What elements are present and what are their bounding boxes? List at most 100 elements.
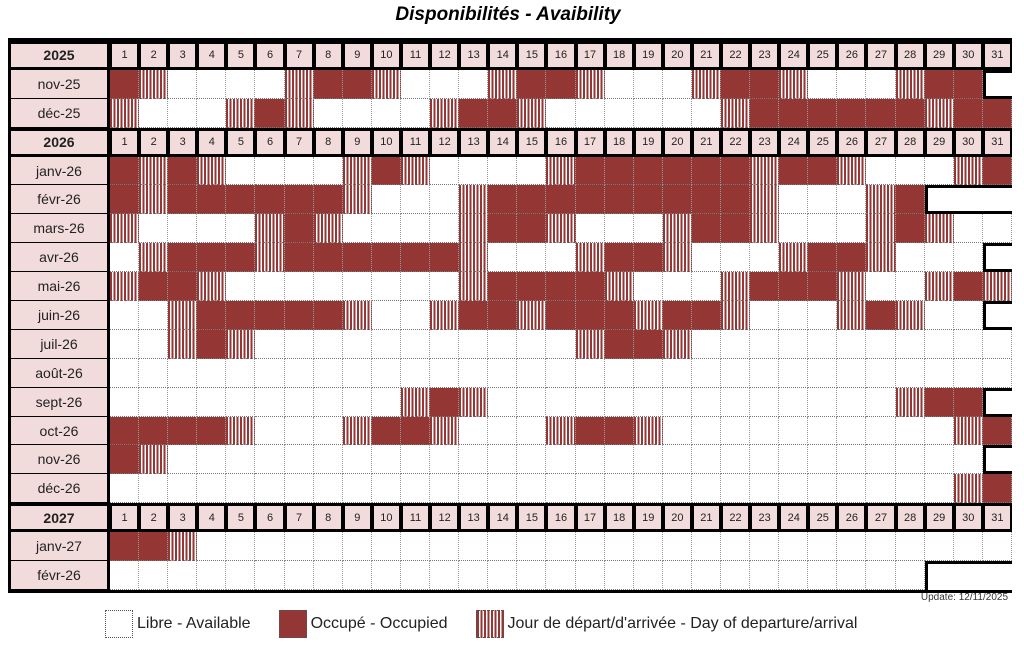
day-cell-free — [139, 561, 169, 590]
day-cell-occupied — [313, 185, 343, 215]
day-cell-free — [720, 329, 751, 359]
day-cell-occupied — [720, 214, 751, 244]
day-cell-free — [779, 185, 809, 215]
day-cell-free — [895, 532, 925, 562]
day-cell-free — [197, 214, 227, 244]
legend-item-departure-arrival: Jour de départ/d'arrivée - Day of depart… — [475, 610, 857, 638]
day-cell-occupied — [110, 532, 140, 562]
day-cell-occupied — [517, 214, 547, 244]
day-cell-free — [604, 98, 634, 128]
day-cell-occupied — [604, 243, 634, 273]
day-cell-departure-arrival — [168, 329, 198, 359]
day-cell-departure-arrival — [779, 243, 809, 273]
day-cell-free — [837, 561, 867, 590]
day-cell-free — [546, 243, 576, 273]
day-cell-departure-arrival — [604, 272, 634, 302]
day-cell-free — [488, 474, 518, 504]
day-cell-occupied — [720, 156, 751, 186]
day-cell-free — [546, 445, 576, 475]
day-cell-occupied — [168, 185, 198, 215]
day-cell-free — [313, 329, 343, 359]
day-cell-free — [575, 474, 605, 504]
day-cell-occupied — [168, 243, 198, 273]
day-cell-free — [866, 156, 896, 186]
day-cell-departure-arrival — [139, 185, 169, 215]
day-number-header: 4 — [197, 127, 227, 157]
day-cell-departure-arrival — [255, 214, 285, 244]
day-cell-free — [866, 474, 896, 504]
day-cell-departure-arrival — [110, 272, 140, 302]
day-cell-occupied — [953, 69, 983, 99]
day-cell-occupied — [517, 272, 547, 302]
day-cell-occupied — [313, 301, 343, 330]
day-cell-free — [400, 358, 431, 388]
day-cell-occupied — [400, 243, 431, 273]
day-cell-occupied — [662, 156, 692, 186]
day-cell-departure-arrival — [895, 69, 925, 99]
day-cell-free — [866, 445, 896, 475]
day-cell-free — [691, 416, 721, 446]
day-cell-free — [779, 301, 809, 330]
day-cell-free — [924, 445, 954, 475]
day-cell-free — [226, 272, 256, 302]
day-cell-departure-arrival — [662, 214, 692, 244]
day-cell-occupied — [953, 98, 983, 128]
day-cell-free — [400, 445, 431, 475]
day-cell-occupied — [604, 301, 634, 330]
day-cell-free — [691, 474, 721, 504]
day-cell-departure-arrival — [400, 387, 431, 417]
day-cell-free — [837, 185, 867, 215]
free-swatch-icon — [105, 610, 133, 638]
day-number-header: 14 — [488, 503, 518, 533]
day-cell-free — [982, 358, 1012, 388]
day-cell-departure-arrival — [924, 272, 954, 302]
day-cell-occupied — [750, 98, 780, 128]
day-cell-free — [924, 329, 954, 359]
day-cell-free — [400, 214, 431, 244]
day-cell-occupied — [342, 243, 372, 273]
day-cell-occupied — [284, 243, 314, 273]
legend-label: Libre - Available — [137, 615, 251, 632]
day-cell-free — [750, 387, 780, 417]
day-number-header: 1 — [110, 127, 140, 157]
month-label: avr-26 — [11, 243, 110, 273]
day-cell-free — [750, 416, 780, 446]
day-cell-free — [139, 214, 169, 244]
day-cell-free — [517, 156, 547, 186]
day-cell-departure-arrival — [517, 98, 547, 128]
day-cell-occupied — [662, 185, 692, 215]
day-cell-free — [808, 532, 838, 562]
day-cell-free — [662, 532, 692, 562]
non-existent-day — [982, 561, 1012, 590]
day-cell-free — [895, 358, 925, 388]
day-cell-departure-arrival — [226, 98, 256, 128]
day-cell-free — [604, 69, 634, 99]
day-cell-free — [517, 329, 547, 359]
day-number-header: 3 — [168, 127, 198, 157]
month-label: nov-26 — [11, 445, 110, 475]
day-cell-free — [255, 561, 285, 590]
day-cell-departure-arrival — [430, 416, 460, 446]
day-number-header: 22 — [720, 127, 751, 157]
day-cell-free — [110, 301, 140, 330]
day-cell-free — [226, 69, 256, 99]
day-cell-free — [284, 474, 314, 504]
day-cell-free — [255, 387, 285, 417]
day-cell-departure-arrival — [546, 416, 576, 446]
day-cell-free — [226, 214, 256, 244]
day-cell-free — [400, 185, 431, 215]
day-cell-free — [430, 474, 460, 504]
day-cell-departure-arrival — [342, 156, 372, 186]
day-number-header: 10 — [371, 127, 401, 157]
day-cell-free — [284, 387, 314, 417]
day-cell-departure-arrival — [779, 69, 809, 99]
day-cell-free — [691, 445, 721, 475]
day-number-header: 26 — [837, 41, 867, 70]
day-cell-free — [342, 329, 372, 359]
day-cell-free — [982, 214, 1012, 244]
day-cell-free — [720, 358, 751, 388]
day-cell-occupied — [546, 69, 576, 99]
non-existent-day — [924, 561, 954, 590]
day-cell-departure-arrival — [459, 214, 489, 244]
day-cell-departure-arrival — [459, 272, 489, 302]
